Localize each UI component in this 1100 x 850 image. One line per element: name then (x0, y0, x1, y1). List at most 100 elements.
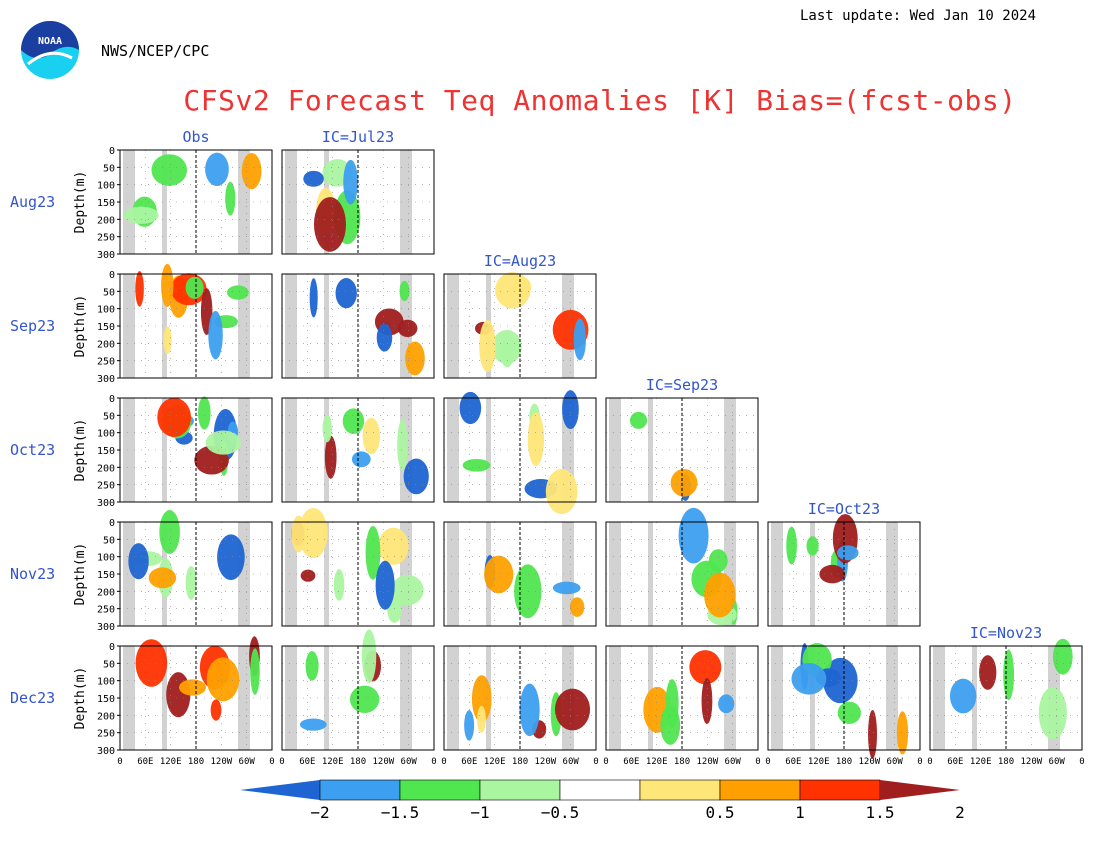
panel (281, 149, 435, 255)
anomaly-contour (471, 675, 492, 723)
anomaly-contour (375, 560, 395, 610)
anomaly-contour (342, 408, 365, 434)
colorbar-label: −1.5 (381, 803, 420, 822)
anomaly-contour (689, 650, 722, 685)
x-tick-label: 60W (725, 757, 742, 767)
anomaly-contour (324, 435, 337, 479)
anomaly-contour (399, 280, 410, 302)
x-tick-label: 0 (765, 757, 770, 767)
panel (443, 645, 597, 751)
y-tick-label: 250 (97, 481, 115, 492)
panel (119, 636, 273, 751)
y-tick-label: 50 (103, 659, 115, 670)
chart-title: CFSv2 Forecast Teq Anomalies [K] Bias=(f… (183, 84, 1017, 117)
x-tick-label: 60W (1049, 757, 1066, 767)
anomaly-contour (462, 458, 491, 472)
anomaly-contour (333, 569, 345, 601)
colorbar: −2 −1.5 −1 −0.5 0.5 1 1.5 2 (240, 779, 965, 822)
anomaly-contour (376, 323, 393, 352)
x-tick-label: 120E (646, 757, 668, 767)
anomaly-contour (514, 564, 542, 619)
column-header: IC=Jul23 (322, 128, 394, 146)
y-tick-label: 200 (97, 339, 115, 350)
anomaly-contour (791, 663, 827, 695)
column-header: Obs (182, 128, 209, 146)
x-tick-label: 0 (117, 757, 122, 767)
anomaly-contour (397, 319, 418, 338)
colorbar-bin (319, 779, 401, 801)
panel (119, 149, 273, 255)
x-tick-label: 0 (441, 757, 446, 767)
column-header: IC=Oct23 (808, 500, 880, 518)
anomaly-contour (569, 597, 585, 617)
x-tick-label: 120W (858, 757, 880, 767)
panel (281, 507, 435, 627)
colorbar-bin (639, 779, 721, 801)
y-tick-label: 300 (97, 250, 115, 261)
y-tick-label: 250 (97, 729, 115, 740)
anomaly-contour (378, 527, 409, 565)
panel (605, 397, 759, 503)
colorbar-bin (559, 779, 641, 801)
x-tick-label: 180 (350, 757, 366, 767)
anomaly-contour (786, 526, 797, 565)
y-tick-label: 100 (97, 429, 115, 440)
column-header: IC=Aug23 (484, 252, 556, 270)
y-axis-label: Depth(m) (73, 171, 88, 234)
x-tick-label: 60E (947, 757, 963, 767)
anomaly-contour (300, 569, 316, 582)
anomaly-contour (351, 451, 371, 468)
y-tick-label: 300 (97, 746, 115, 757)
anomaly-contour (225, 181, 236, 216)
anomaly-contour (161, 263, 174, 307)
x-tick-label: 0 (279, 757, 284, 767)
row-label: Oct23 (10, 441, 55, 459)
x-tick-label: 120W (210, 757, 232, 767)
x-tick-label: 180 (998, 757, 1014, 767)
anomaly-contour (135, 639, 168, 687)
anomaly-contour (365, 525, 381, 580)
anomaly-contour (552, 581, 581, 595)
y-tick-label: 100 (97, 305, 115, 316)
anomaly-contour (335, 278, 357, 309)
y-tick-label: 150 (97, 694, 115, 705)
x-tick-label: 0 (431, 757, 436, 767)
anomaly-contour (391, 574, 424, 606)
anomaly-contour (1052, 638, 1073, 675)
anomaly-contour (629, 411, 648, 429)
anomaly-contour (554, 688, 591, 731)
panel (281, 273, 435, 379)
anomaly-contour (185, 276, 204, 299)
colorbar-label: −2 (310, 803, 329, 822)
y-axis-label: Depth(m) (73, 667, 88, 730)
anomaly-contour (163, 326, 172, 355)
anomaly-contour (291, 515, 306, 553)
x-tick-label: 60W (239, 757, 256, 767)
panel (929, 638, 1083, 751)
x-tick-label: 180 (674, 757, 690, 767)
anomaly-contour (806, 536, 819, 556)
row-label: Dec23 (10, 689, 55, 707)
anomaly-contour (361, 629, 377, 684)
y-tick-label: 250 (97, 605, 115, 616)
x-tick-label: 120E (808, 757, 830, 767)
colorbar-label: 1.5 (866, 803, 895, 822)
y-tick-label: 150 (97, 198, 115, 209)
column-header: IC=Nov23 (970, 624, 1042, 642)
colorbar-label: −0.5 (541, 803, 580, 822)
anomaly-contour (562, 390, 579, 430)
row-label: Sep23 (10, 317, 55, 335)
panel (119, 263, 273, 379)
x-tick-label: 0 (917, 757, 922, 767)
last-update-text: Last update: Wed Jan 10 2024 (800, 8, 1037, 24)
anomaly-contour (157, 397, 192, 437)
anomaly-contour (151, 154, 188, 186)
anomaly-contour (205, 152, 229, 187)
x-tick-label: 60W (563, 757, 580, 767)
panel (119, 510, 273, 627)
panel (119, 396, 273, 503)
y-tick-label: 50 (103, 163, 115, 174)
anomaly-contour (704, 572, 736, 618)
x-tick-label: 60E (137, 757, 153, 767)
anomaly-contour (477, 705, 486, 733)
